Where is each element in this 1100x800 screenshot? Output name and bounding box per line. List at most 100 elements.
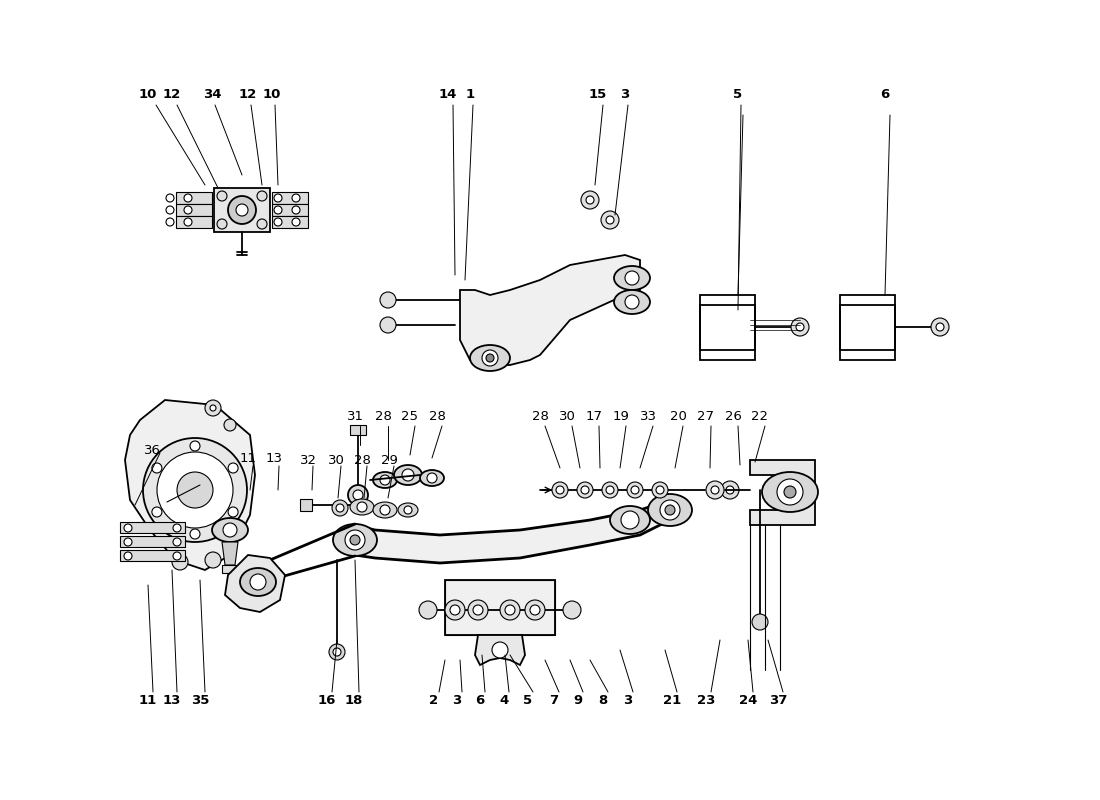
Circle shape — [586, 196, 594, 204]
Circle shape — [348, 485, 369, 505]
Circle shape — [379, 475, 390, 485]
Circle shape — [631, 486, 639, 494]
Circle shape — [784, 486, 796, 498]
Text: 9: 9 — [573, 694, 583, 706]
Circle shape — [552, 482, 568, 498]
Polygon shape — [750, 460, 815, 525]
Text: 6: 6 — [880, 89, 890, 102]
Circle shape — [652, 482, 668, 498]
Circle shape — [274, 206, 282, 214]
Text: 4: 4 — [499, 694, 508, 706]
Circle shape — [563, 601, 581, 619]
Text: 11: 11 — [139, 694, 157, 706]
Circle shape — [627, 482, 644, 498]
Circle shape — [205, 552, 221, 568]
Ellipse shape — [240, 568, 276, 596]
Text: 29: 29 — [381, 454, 397, 466]
Ellipse shape — [420, 470, 444, 486]
Circle shape — [217, 219, 227, 229]
Circle shape — [379, 317, 396, 333]
Ellipse shape — [394, 465, 422, 485]
Circle shape — [292, 218, 300, 226]
Text: 10: 10 — [263, 89, 282, 102]
Circle shape — [525, 600, 544, 620]
Circle shape — [184, 194, 192, 202]
Circle shape — [350, 535, 360, 545]
Circle shape — [492, 642, 508, 658]
Text: 3: 3 — [452, 694, 462, 706]
Polygon shape — [475, 635, 525, 665]
Text: 28: 28 — [429, 410, 446, 422]
Circle shape — [274, 194, 282, 202]
Bar — [272, 216, 308, 228]
Text: 2: 2 — [429, 694, 439, 706]
Circle shape — [530, 605, 540, 615]
Circle shape — [329, 644, 345, 660]
Circle shape — [419, 601, 437, 619]
Text: 25: 25 — [402, 410, 418, 422]
Text: 28: 28 — [531, 410, 549, 422]
Circle shape — [184, 206, 192, 214]
Bar — [700, 305, 755, 350]
Ellipse shape — [350, 499, 374, 515]
Ellipse shape — [470, 345, 510, 371]
Circle shape — [257, 219, 267, 229]
Circle shape — [333, 648, 341, 656]
Circle shape — [505, 605, 515, 615]
Text: 12: 12 — [239, 89, 257, 102]
Text: 37: 37 — [769, 694, 788, 706]
Circle shape — [345, 530, 365, 550]
Text: 27: 27 — [697, 410, 715, 422]
Ellipse shape — [398, 503, 418, 517]
Circle shape — [166, 194, 174, 202]
Text: 18: 18 — [344, 694, 363, 706]
Circle shape — [173, 538, 182, 546]
Circle shape — [236, 204, 248, 216]
Circle shape — [353, 490, 363, 500]
Text: 24: 24 — [739, 694, 757, 706]
Circle shape — [473, 605, 483, 615]
Circle shape — [500, 600, 520, 620]
Polygon shape — [222, 542, 238, 565]
Text: 35: 35 — [190, 694, 209, 706]
Circle shape — [482, 350, 498, 366]
Circle shape — [274, 218, 282, 226]
Circle shape — [292, 194, 300, 202]
Circle shape — [172, 554, 188, 570]
Text: 28: 28 — [353, 454, 371, 466]
Bar — [272, 192, 308, 204]
Circle shape — [936, 323, 944, 331]
Circle shape — [152, 507, 162, 517]
Circle shape — [332, 500, 348, 516]
Ellipse shape — [373, 502, 397, 518]
Bar — [300, 499, 312, 511]
Circle shape — [777, 479, 803, 505]
Circle shape — [228, 463, 238, 473]
Ellipse shape — [614, 290, 650, 314]
Text: 8: 8 — [598, 694, 607, 706]
Text: 34: 34 — [202, 89, 221, 102]
Circle shape — [173, 552, 182, 560]
Circle shape — [124, 552, 132, 560]
Text: 1: 1 — [465, 89, 474, 102]
Circle shape — [205, 400, 221, 416]
Circle shape — [402, 469, 414, 481]
Circle shape — [796, 323, 804, 331]
Circle shape — [173, 524, 182, 532]
Circle shape — [177, 472, 213, 508]
Text: 32: 32 — [299, 454, 317, 466]
Bar — [120, 550, 185, 561]
Circle shape — [124, 524, 132, 532]
Circle shape — [143, 438, 248, 542]
Circle shape — [157, 452, 233, 528]
Circle shape — [468, 600, 488, 620]
Text: 3: 3 — [624, 694, 632, 706]
Circle shape — [660, 500, 680, 520]
Circle shape — [666, 505, 675, 515]
Bar — [120, 536, 185, 547]
Bar — [272, 204, 308, 216]
Text: 6: 6 — [475, 694, 485, 706]
Text: 33: 33 — [639, 410, 657, 422]
Bar — [222, 565, 238, 573]
Circle shape — [336, 504, 344, 512]
